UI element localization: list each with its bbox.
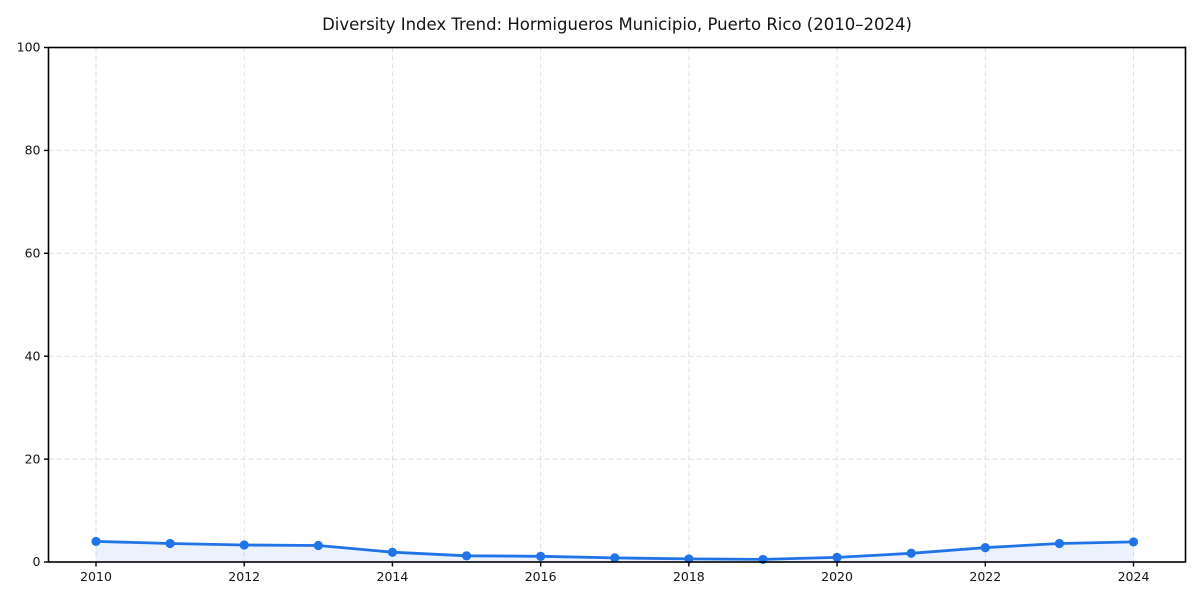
y-tick-label-60: 60 [25,246,41,261]
x-tick-label-2012: 2012 [228,569,260,584]
x-tick-label-2020: 2020 [821,569,853,584]
data-point-2020 [832,552,842,562]
y-tick-label-40: 40 [25,348,41,363]
data-point-2017 [610,553,620,563]
x-tick-label-2014: 2014 [377,569,409,584]
data-point-2016 [536,551,546,561]
x-tick-label-2010: 2010 [80,569,112,584]
chart-title: Diversity Index Trend: Hormigueros Munic… [322,15,912,34]
x-tick-label-2016: 2016 [525,569,557,584]
data-point-2024 [1128,537,1139,547]
data-series [91,536,1139,565]
axes: 2010 2012 2014 2016 2018 2020 2022 2024 0 20 40 60 8… [17,40,1187,584]
data-point-2012 [239,540,249,550]
y-tick-label-0: 0 [33,554,41,569]
data-point-2013 [313,540,323,551]
data-point-2021 [906,548,916,558]
data-point-2022 [980,542,990,553]
gridlines [48,47,1186,562]
data-point-2023 [1054,538,1064,549]
data-point-2010 [91,536,101,547]
area-fill [96,541,1134,562]
x-tick-label-2024: 2024 [1118,569,1150,584]
data-point-2015 [461,551,472,561]
y-tick-label-100: 100 [17,40,41,55]
x-tick-label-2022: 2022 [969,569,1001,584]
x-tick-label-2018: 2018 [673,569,705,584]
data-point-2011 [165,538,175,549]
y-tick-label-80: 80 [25,143,41,158]
y-tick-label-20: 20 [25,451,41,466]
data-point-2014 [387,547,398,557]
plot-frame [47,46,1187,563]
